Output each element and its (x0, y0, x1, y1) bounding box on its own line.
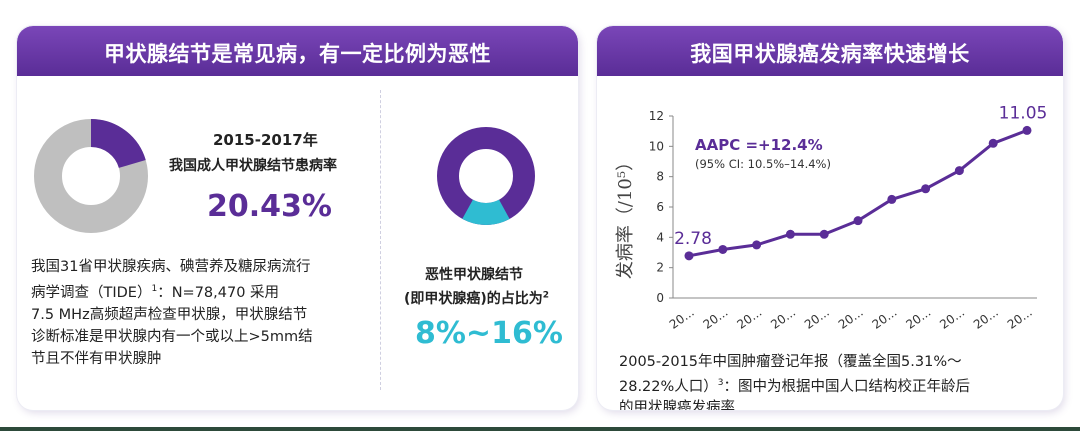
survey-description-line: 诊断标准是甲状腺内有一个或以上>5mm结 (31, 328, 313, 345)
x-tick-label: 20... (768, 305, 798, 332)
survey-description-line: 节且不伴有甲状腺肿 (31, 350, 162, 367)
survey-description-line: 我国31省甲状腺疾病、碘营养及糖尿病流行 (31, 259, 311, 275)
prevalence-card-header: 甲状腺结节是常见病，有一定比例为恶性 (17, 26, 578, 76)
prevalence-period: 2015-2017年 (213, 131, 318, 149)
x-tick-label: 20... (701, 305, 731, 332)
source-description-line: 的甲状腺癌发病率 (619, 399, 735, 410)
data-point (819, 229, 829, 239)
y-tick-label: 0 (656, 291, 664, 305)
data-label: 2.78 (674, 229, 712, 249)
source-coverage: 28.22%人口） (619, 378, 718, 395)
source-method: ：图中为根据中国人口结构校正年龄后 (723, 378, 971, 395)
data-point (684, 251, 694, 261)
y-tick-label: 8 (656, 170, 664, 184)
y-tick-label: 12 (649, 109, 664, 123)
donut-benign-ring (437, 127, 535, 225)
source-description: 2005-2015年中国肿瘤登记年报（覆盖全国5.31%～ 28.22%人口）3… (619, 352, 1059, 410)
source-description-line: 2005-2015年中国肿瘤登记年报（覆盖全国5.31%～ (619, 354, 962, 370)
data-labels: 2.78 11.05 (674, 103, 1047, 248)
y-axis-title: 发病率（/10⁵） (615, 153, 636, 279)
prevalence-card: 甲状腺结节是常见病，有一定比例为恶性 2015-2017年 我国成人甲状腺结节患… (17, 26, 578, 410)
data-point (718, 244, 728, 254)
survey-description-line: 7.5 MHz高频超声检查甲状腺，甲状腺结节 (31, 306, 308, 323)
data-point (887, 194, 897, 204)
incidence-card-header: 我国甲状腺癌发病率快速增长 (597, 26, 1063, 76)
malignancy-donut-chart (437, 127, 535, 225)
malignancy-label-line1: 恶性甲状腺结节 (425, 267, 523, 283)
malignancy-label-text: (即甲状腺癌)的占比为 (404, 291, 543, 307)
incidence-card: 我国甲状腺癌发病率快速增长 0 2 4 6 8 10 12 20... 20... 20... 2… (597, 26, 1063, 410)
aapc-ci-annotation: (95% CI: 10.5%–14.4%) (695, 157, 831, 171)
y-tick-label: 2 (656, 261, 664, 275)
prevalence-label: 我国成人甲状腺结节患病率 (169, 158, 337, 174)
malignancy-label-line2: (即甲状腺癌)的占比为2 (404, 288, 549, 308)
x-tick-label: 20... (971, 305, 1001, 332)
malignancy-value: 8%~16% (415, 316, 563, 351)
survey-sample-size: ：N=78,470 采用 (157, 284, 280, 301)
footnote-marker: 1 (151, 284, 158, 294)
survey-name: 病学调查（TIDE） (31, 284, 152, 301)
bottom-bar (0, 427, 1080, 431)
data-point (853, 216, 863, 226)
aapc-annotation: AAPC =+12.4% (695, 136, 823, 154)
x-axis: 20... 20... 20... 20... 20... 20... 20... 20...… (667, 297, 1037, 332)
data-point (988, 138, 998, 148)
data-point (785, 229, 795, 239)
x-tick-label: 20... (802, 305, 832, 332)
prevalence-donut-chart (34, 119, 148, 233)
survey-description: 我国31省甲状腺疾病、碘营养及糖尿病流行 病学调查（TIDE）1：N=78,47… (31, 256, 376, 370)
prevalence-value: 20.43% (207, 189, 332, 224)
x-tick-label: 20... (667, 305, 697, 332)
x-tick-label: 20... (734, 305, 764, 332)
x-tick-label: 20... (1005, 305, 1035, 332)
x-tick-label: 20... (903, 305, 933, 332)
x-tick-label: 20... (836, 305, 866, 332)
survey-description-line: 病学调查（TIDE）1：N=78,470 采用 (31, 278, 376, 304)
footnote-marker: 2 (542, 290, 550, 301)
footnote-marker: 3 (717, 378, 724, 388)
data-point (1022, 125, 1032, 135)
donut-prevalence-slice (34, 119, 148, 233)
data-point (954, 166, 964, 176)
x-tick-label: 20... (937, 305, 967, 332)
data-point (921, 184, 931, 194)
x-tick-label: 20... (870, 305, 900, 332)
incidence-card-title: 我国甲状腺癌发病率快速增长 (690, 42, 970, 66)
prevalence-card-title: 甲状腺结节是常见病，有一定比例为恶性 (104, 42, 491, 66)
data-label: 11.05 (999, 103, 1048, 123)
data-point (752, 240, 762, 250)
y-axis: 0 2 4 6 8 10 12 (649, 109, 674, 305)
y-tick-label: 6 (656, 200, 664, 214)
card-divider (380, 90, 381, 390)
y-tick-label: 10 (649, 139, 664, 153)
data-points (684, 125, 1032, 261)
source-description-line: 28.22%人口）3：图中为根据中国人口结构校正年龄后 (619, 373, 1059, 398)
y-tick-label: 4 (656, 230, 664, 244)
